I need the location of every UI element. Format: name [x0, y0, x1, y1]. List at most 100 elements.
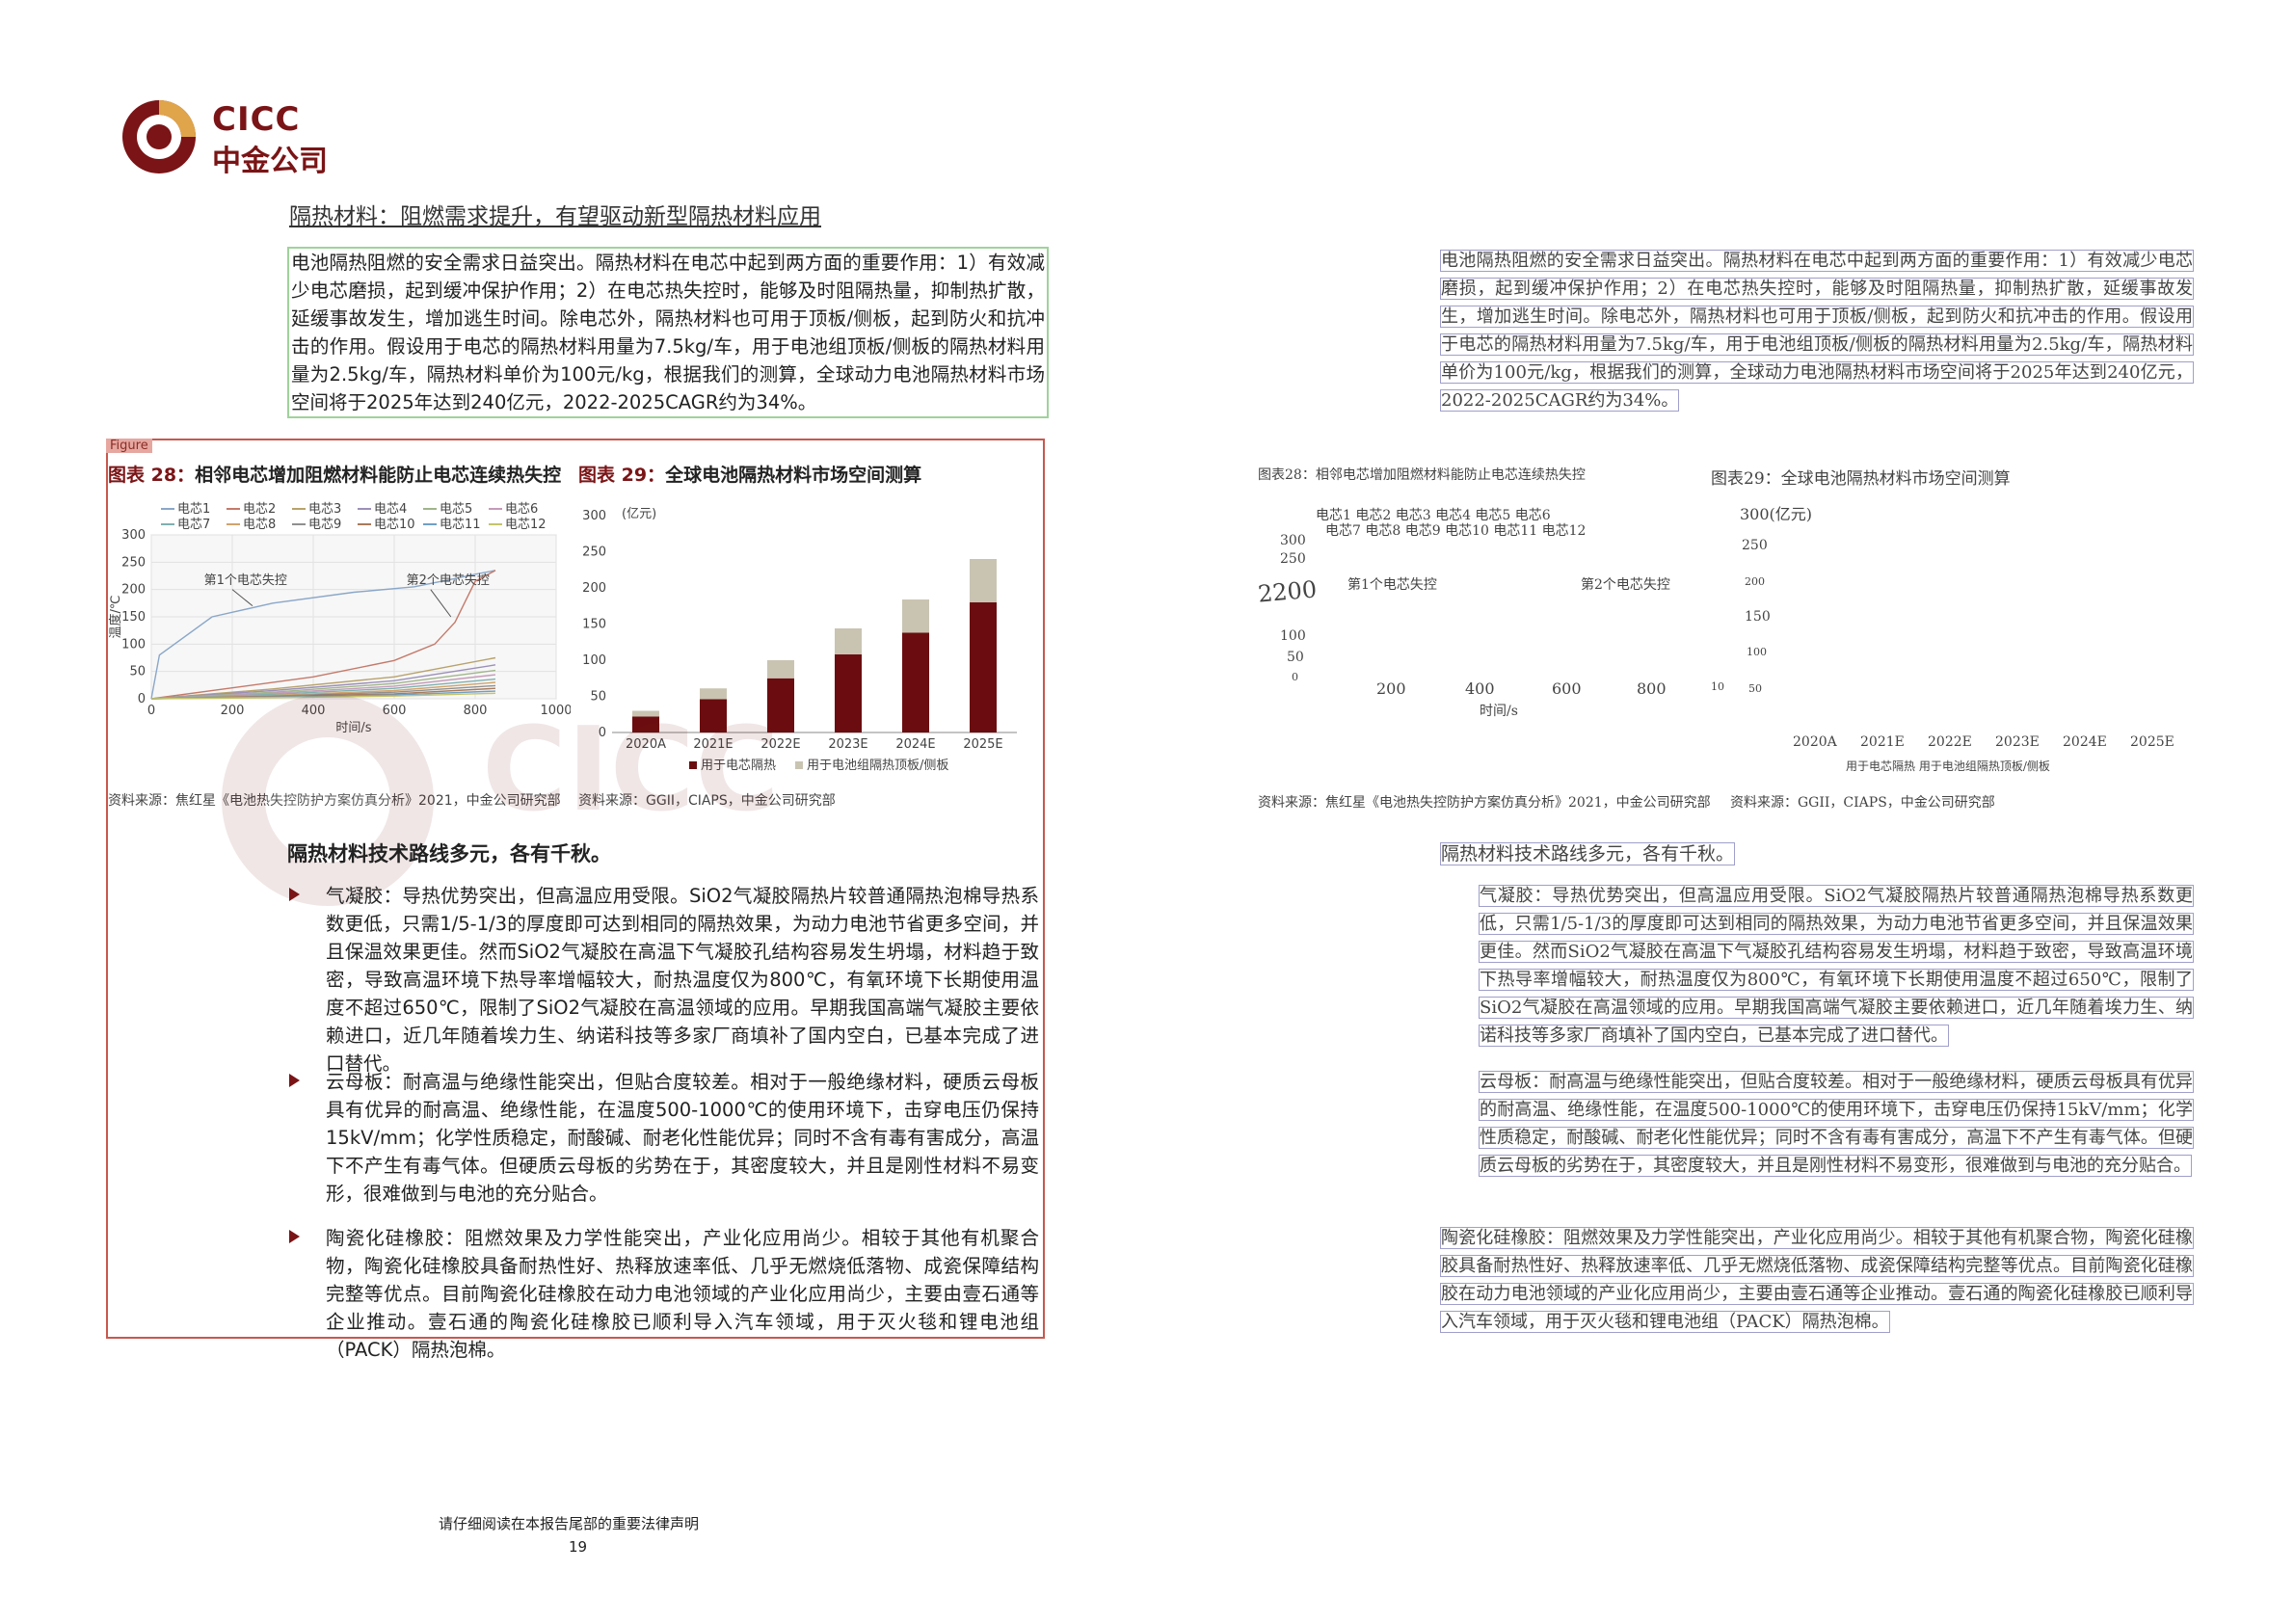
- bar-2024E-pack: [902, 599, 929, 633]
- annotation-arrow: [231, 589, 253, 607]
- right-fig29-label: 图表29：全球电池隔热材料市场空间测算: [1711, 469, 2011, 489]
- bar-category-label: 2021E: [693, 737, 733, 752]
- page-number: 19: [569, 1538, 588, 1556]
- bar-legend-entry: 用于电池组隔热顶板/侧板: [807, 759, 948, 773]
- x-tick-label: 800: [464, 704, 488, 718]
- logo-name-cn: 中金公司: [212, 145, 328, 178]
- series-line-12: [150, 692, 496, 700]
- right-y-250: 250: [1280, 551, 1306, 567]
- bar-category-label: 2023E: [828, 737, 867, 752]
- bar-legend-swatch: [689, 761, 697, 769]
- fig28-source: 资料来源：焦红星《电池热失控防护方案仿真分析》2021，中金公司研究部: [108, 790, 561, 810]
- fig29-label: 图表 29：: [578, 465, 666, 486]
- right-bullet-ceramic: 陶瓷化硅橡胶：阻燃效果及力学性能突出，产业化应用尚少。相较于其他有机聚合物，陶瓷…: [1440, 1224, 2194, 1336]
- bar-category-label: 2020A: [626, 737, 666, 752]
- bullet-mica-text: 云母板：耐高温与绝缘性能突出，但贴合度较差。相对于一般绝缘材料，硬质云母板具有优…: [326, 1071, 1039, 1205]
- cicc-logo: CICC 中金公司: [120, 96, 333, 178]
- series-line-1: [150, 570, 496, 700]
- right-bar-x-2022: 2022E: [1928, 734, 1972, 750]
- bar-category-label: 2025E: [963, 737, 1002, 752]
- bullet-ceramic-text: 陶瓷化硅橡胶：阻燃效果及力学性能突出，产业化应用尚少。相较于其他有机聚合物，陶瓷…: [326, 1227, 1039, 1361]
- bar-category-label: 2024E: [895, 737, 935, 752]
- bar-y-tick-label: 200: [582, 581, 606, 596]
- y-tick-label: 200: [121, 583, 146, 598]
- fig28-title: 图表 28：相邻电芯增加阻燃材料能防止电芯连续热失控: [108, 461, 561, 487]
- figure-tag: Figure: [106, 439, 152, 453]
- svg-text:CICC: CICC: [482, 704, 780, 838]
- x-tick-label: 0: [147, 704, 155, 718]
- bar-y-tick-label: 50: [590, 690, 606, 705]
- right-bar-y-100: 100: [1747, 646, 1767, 658]
- right-bullet-mica-text: 云母板：耐高温与绝缘性能突出，但贴合度较差。相对于一般绝缘材料，硬质云母板具有优…: [1479, 1071, 2194, 1177]
- section-title: 隔热材料：阻燃需求提升，有望驱动新型隔热材料应用: [289, 204, 821, 229]
- fig29-source: 资料来源：GGII，CIAPS，中金公司研究部: [578, 793, 836, 809]
- bar-y-tick-label: 300: [582, 509, 606, 523]
- bar-2024E-cell: [902, 632, 929, 732]
- bar-2021E-pack: [700, 688, 727, 700]
- bullet-triangle-icon: [289, 1074, 300, 1087]
- legend-entry: 电芯3: [308, 502, 341, 517]
- bullet-aerogel: 气凝胶：导热优势突出，但高温应用受限。SiO2气凝胶隔热片较普通隔热泡棉导热系数…: [289, 882, 1039, 1078]
- right-y-2200: 2200: [1256, 575, 1319, 608]
- y-tick-label: 150: [121, 610, 146, 625]
- right-fig29-source: 资料来源：GGII，CIAPS，中金公司研究部: [1730, 795, 1995, 811]
- right-bar-y-50: 50: [1748, 682, 1762, 695]
- x-tick-label: 200: [221, 704, 245, 718]
- legend-entry: 电芯11: [440, 518, 481, 532]
- bar-2025E-pack: [970, 559, 997, 602]
- legend-entry: 电芯10: [374, 518, 415, 532]
- logo-name-en: CICC: [212, 100, 301, 139]
- right-fig28-source: 资料来源：焦红星《电池热失控防护方案仿真分析》2021，中金公司研究部: [1258, 795, 1711, 811]
- annotation-second-cell: 第2个电芯失控: [407, 573, 490, 588]
- right-x-800: 800: [1637, 679, 1667, 698]
- y-tick-label: 100: [121, 637, 146, 652]
- cicc-logo-mark-icon: [122, 100, 196, 173]
- legend-entry: 电芯12: [505, 518, 547, 532]
- bar-y-tick-label: 250: [582, 546, 606, 560]
- fig29-title-text: 全球电池隔热材料市场空间测算: [665, 465, 922, 486]
- right-bar-x-2020: 2020A: [1793, 734, 1837, 750]
- bar-2022E-cell: [767, 678, 794, 732]
- right-legend-row2: 电芯7 电芯8 电芯9 电芯10 电芯11 电芯12: [1325, 523, 1587, 539]
- bar-unit-label: (亿元): [622, 507, 656, 521]
- bullet-triangle-icon: [289, 1230, 300, 1243]
- bar-y-tick-label: 150: [582, 618, 606, 632]
- series-line-4: [150, 664, 496, 700]
- y-tick-label: 50: [129, 665, 146, 679]
- right-bar-legend: 用于电芯隔热 用于电池组隔热顶板/侧板: [1846, 759, 2050, 773]
- intro-paragraph: 电池隔热阻燃的安全需求日益突出。隔热材料在电芯中起到两方面的重要作用：1）有效减…: [287, 247, 1049, 418]
- legend-entry: 电芯5: [440, 502, 472, 517]
- bullet-triangle-icon: [289, 888, 300, 901]
- bar-2022E-pack: [767, 660, 794, 679]
- bar-legend-swatch: [795, 761, 803, 769]
- figure-frame: [106, 439, 1045, 1339]
- right-legend-row1: 电芯1 电芯2 电芯3 电芯4 电芯5 电芯6: [1316, 508, 1551, 523]
- legend-entry: 电芯2: [243, 502, 276, 517]
- right-y-100: 100: [1280, 628, 1306, 644]
- y-axis-label: 温度/℃: [108, 596, 123, 639]
- bar-y-tick-label: 100: [582, 653, 606, 668]
- legend-entry: 电芯4: [374, 502, 407, 517]
- bar-legend-entry: 用于电芯隔热: [701, 759, 776, 773]
- legend-entry: 电芯9: [308, 518, 341, 532]
- right-x-400: 400: [1465, 679, 1495, 698]
- x-axis-label: 时间/s: [335, 721, 371, 732]
- right-x-600: 600: [1552, 679, 1582, 698]
- y-tick-label: 300: [121, 528, 146, 543]
- legend-entry: 电芯6: [505, 502, 538, 517]
- right-bar-unit: 300(亿元): [1740, 505, 1813, 523]
- right-bar-x-2025: 2025E: [2130, 734, 2174, 750]
- right-y-300: 300: [1280, 533, 1306, 548]
- cicc-watermark-icon: CICC: [222, 694, 780, 906]
- right-x-10: 10: [1711, 680, 1724, 693]
- bar-2023E-pack: [835, 628, 862, 654]
- series-line-2: [150, 570, 496, 700]
- legend-entry: 电芯7: [177, 518, 210, 532]
- right-bar-x-2024: 2024E: [2063, 734, 2107, 750]
- x-tick-label: 400: [302, 704, 326, 718]
- fig28-line-chart: 0 50 100 150 200 250 300 0 200 400 600 800 1000 温度/℃ 时…: [108, 502, 571, 732]
- tech-route-subhead: 隔热材料技术路线多元，各有千秋。: [287, 842, 611, 865]
- bar-category-label: 2022E: [760, 737, 800, 752]
- right-annot1: 第1个电芯失控: [1347, 577, 1437, 593]
- legend-entry: 电芯1: [177, 502, 210, 517]
